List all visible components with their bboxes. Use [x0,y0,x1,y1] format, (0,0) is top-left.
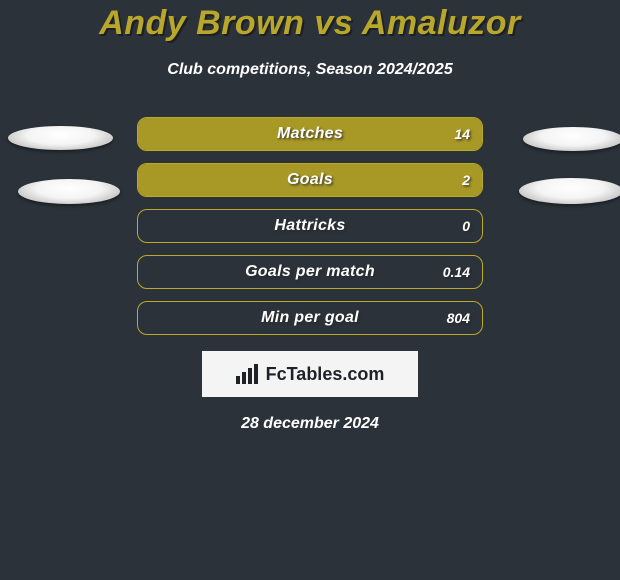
stat-row-goals: Goals 2 [137,163,483,197]
player-right-avatar-2 [519,178,620,204]
stat-label: Hattricks [138,210,482,242]
stat-row-matches: Matches 14 [137,117,483,151]
page-title: Andy Brown vs Amaluzor [0,0,620,43]
stat-row-goals-per-match: Goals per match 0.14 [137,255,483,289]
stat-label: Min per goal [138,302,482,334]
brand-text: FcTables.com [266,364,385,385]
player-left-avatar-1 [8,126,113,150]
player-right-avatar-1 [523,127,620,151]
stat-value: 0.14 [443,256,470,288]
stat-label: Goals per match [138,256,482,288]
brand-badge[interactable]: FcTables.com [202,351,418,397]
stat-value: 804 [447,302,470,334]
stats-list: Matches 14 Goals 2 Hattricks 0 Goals per… [0,117,620,335]
player-left-avatar-2 [18,179,120,204]
subtitle: Club competitions, Season 2024/2025 [0,61,620,79]
stat-value: 2 [462,164,470,196]
stat-label: Matches [138,118,482,150]
stat-row-min-per-goal: Min per goal 804 [137,301,483,335]
stat-label: Goals [138,164,482,196]
chart-icon [236,364,258,384]
stat-value: 14 [454,118,470,150]
stat-row-hattricks: Hattricks 0 [137,209,483,243]
stat-value: 0 [462,210,470,242]
date-text: 28 december 2024 [0,415,620,433]
